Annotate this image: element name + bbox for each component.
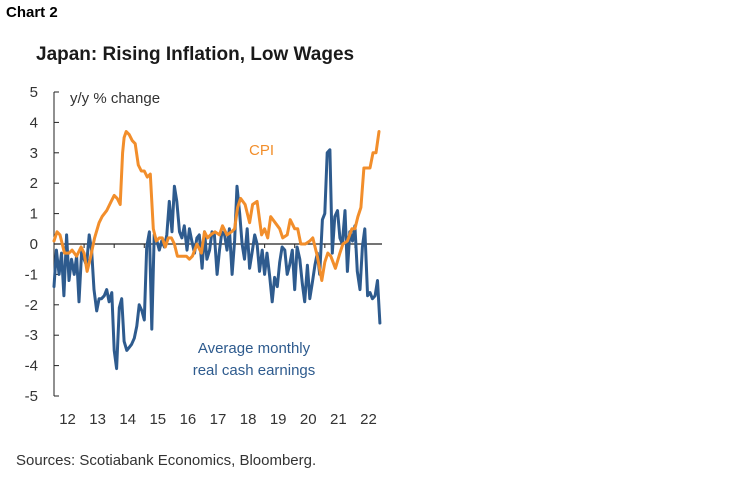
y-tick-label: -1 xyxy=(25,266,38,283)
x-tick-label: 12 xyxy=(59,411,76,428)
y-tick-label: 3 xyxy=(30,145,38,162)
x-tick-label: 20 xyxy=(300,411,317,428)
y-tick-label: 2 xyxy=(30,175,38,192)
x-tick-label: 19 xyxy=(270,411,287,428)
cpi-series-label: CPI xyxy=(249,142,274,159)
y-tick-label: 5 xyxy=(30,84,38,101)
y-tick-label: -5 xyxy=(25,388,38,405)
y-tick-label: -3 xyxy=(25,327,38,344)
x-tick-label: 16 xyxy=(180,411,197,428)
x-tick-label: 14 xyxy=(119,411,136,428)
y-axis-label: y/y % change xyxy=(70,90,160,107)
chart-title: Japan: Rising Inflation, Low Wages xyxy=(36,44,355,65)
x-tick-label: 22 xyxy=(360,411,377,428)
source-note: Sources: Scotiabank Economics, Bloomberg… xyxy=(16,452,317,469)
earnings-series-line xyxy=(52,148,382,371)
cpi-series-line xyxy=(52,130,381,282)
y-tick-label: -2 xyxy=(25,297,38,314)
x-tick-label: 21 xyxy=(330,411,347,428)
x-axis: 12 13 14 15 16 17 18 19 20 21 22 xyxy=(53,243,382,428)
y-tick-label: -4 xyxy=(25,358,38,375)
x-tick-label: 17 xyxy=(210,411,227,428)
x-tick-label: 18 xyxy=(240,411,257,428)
series-layer xyxy=(52,130,382,371)
earnings-series-label-line1: Average monthly xyxy=(198,340,311,357)
x-tick-label: 15 xyxy=(149,411,166,428)
y-tick-label: 4 xyxy=(30,114,38,131)
y-tick-label: 1 xyxy=(30,206,38,223)
chart-number-label: Chart 2 xyxy=(6,4,58,21)
earnings-series-label-line2: real cash earnings xyxy=(193,362,316,379)
y-tick-label: 0 xyxy=(30,236,38,253)
x-tick-label: 13 xyxy=(89,411,106,428)
